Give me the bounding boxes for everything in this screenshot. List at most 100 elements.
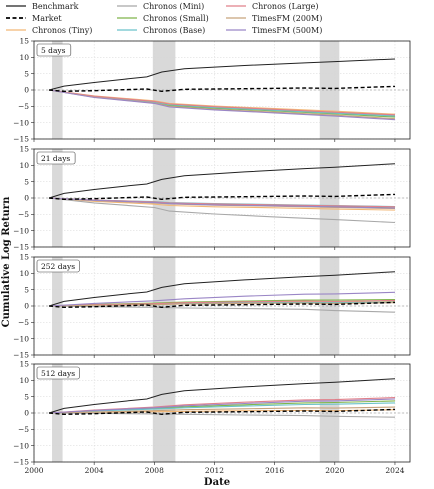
series-line-chronos-mini — [48, 197, 396, 224]
series-line-benchmark — [48, 378, 396, 414]
panel-label-box: 512 days — [36, 366, 80, 380]
series-line-market — [48, 193, 396, 201]
x-tick-label: 2004 — [85, 466, 104, 475]
y-tick-label: −15 — [13, 351, 29, 360]
y-tick-label: −5 — [18, 102, 29, 111]
y-axis-title: Cumulative Log Return — [1, 196, 12, 327]
panel-frame — [33, 148, 411, 248]
y-tick-label: 15 — [19, 253, 29, 262]
panel-252-days: 15 10 5 0 −5 −10 −15 252 days — [13, 253, 411, 360]
panel-label-frame — [36, 366, 80, 380]
panel-label: 21 days — [41, 154, 70, 163]
panel-frame — [33, 363, 411, 463]
series-line-chronos-tiny — [48, 197, 396, 211]
panel-label: 252 days — [41, 262, 75, 271]
legend-entry-benchmark: Benchmark — [6, 2, 79, 11]
series-line-timesfm-500m — [48, 398, 396, 414]
y-tick-label: −10 — [13, 334, 29, 343]
legend-entry-chronos-small: Chronos (Small) — [117, 14, 209, 23]
panel-label-frame — [36, 43, 72, 57]
panel-frame — [33, 256, 411, 356]
series-line-chronos-base — [48, 402, 396, 414]
x-axis: 2000 2004 2008 2012 2016 2020 2024 — [24, 466, 404, 475]
y-tick-label: 10 — [19, 376, 29, 385]
legend-label-chronos-tiny: Chronos (Tiny) — [32, 26, 92, 35]
legend-label-timesfm-200m: TimesFM (200M) — [252, 14, 322, 23]
y-tick-label: 10 — [19, 53, 29, 62]
x-tick-label: 2024 — [385, 466, 404, 475]
panel-label: 512 days — [41, 369, 75, 378]
panel-label-frame — [36, 259, 80, 273]
legend-entry-chronos-tiny: Chronos (Tiny) — [6, 26, 92, 35]
legend-label-chronos-mini: Chronos (Mini) — [143, 2, 204, 11]
y-tick-label: 15 — [19, 37, 29, 46]
shaded-period-3 — [319, 257, 340, 355]
x-tick-label: 2012 — [205, 466, 224, 475]
y-tick-label: −15 — [13, 458, 29, 467]
y-tick-label: 0 — [24, 194, 29, 203]
series-line-timesfm-200m — [48, 406, 396, 414]
legend-label-market: Market — [32, 14, 62, 23]
series-line-market — [48, 408, 396, 416]
shaded-period-3 — [319, 149, 340, 247]
shaded-period-1 — [52, 41, 63, 139]
series-line-chronos-large — [48, 299, 396, 307]
legend-entry-chronos-mini: Chronos (Mini) — [117, 2, 204, 11]
series-line-timesfm-200m — [48, 302, 396, 307]
y-tick-label: 0 — [24, 86, 29, 95]
legend-entry-chronos-base: Chronos (Base) — [117, 26, 205, 35]
panel-label-box: 5 days — [36, 43, 72, 57]
x-axis-title: Date — [204, 477, 230, 488]
y-tick-label: −10 — [13, 441, 29, 450]
series-line-chronos-large — [48, 89, 396, 116]
y-tick-label: −15 — [13, 135, 29, 144]
panel-512-days: 15 10 5 0 −5 −10 −15 512 days — [13, 360, 411, 467]
series-line-benchmark — [48, 58, 396, 91]
series-line-benchmark — [48, 163, 396, 199]
y-tick-label: 10 — [19, 161, 29, 170]
x-tick-label: 2016 — [265, 466, 284, 475]
y-tick-label: 5 — [24, 177, 29, 186]
panel-label: 5 days — [41, 46, 66, 55]
y-tick-label: 15 — [19, 360, 29, 369]
legend-label-chronos-base: Chronos (Base) — [143, 26, 205, 35]
x-tick-label: 2008 — [145, 466, 164, 475]
series-line-benchmark — [48, 271, 396, 307]
legend-entry-market: Market — [6, 14, 62, 23]
series-line-timesfm-500m — [48, 197, 396, 209]
series-line-chronos-mini — [48, 305, 396, 313]
y-tick-label: 0 — [24, 409, 29, 418]
series-line-timesfm-500m — [48, 89, 396, 121]
series-line-chronos-mini — [48, 412, 396, 418]
y-tick-label: −5 — [18, 425, 29, 434]
y-tick-label: −5 — [18, 210, 29, 219]
y-tick-label: 5 — [24, 392, 29, 401]
y-tick-label: 5 — [24, 285, 29, 294]
shaded-period-3 — [319, 364, 340, 462]
y-tick-label: 5 — [24, 69, 29, 78]
series-line-timesfm-500m — [48, 291, 396, 307]
panel-frame — [33, 40, 411, 140]
y-tick-label: 15 — [19, 145, 29, 154]
y-tick-label: −10 — [13, 226, 29, 235]
series-line-market — [48, 85, 396, 93]
x-tick-label: 2000 — [24, 466, 43, 475]
legend-entry-timesfm-200m: TimesFM (200M) — [226, 14, 322, 23]
legend-entry-timesfm-500m: TimesFM (500M) — [226, 26, 322, 35]
panel-label-box: 21 days — [36, 151, 76, 165]
legend-label-chronos-small: Chronos (Small) — [143, 14, 209, 23]
y-tick-label: 10 — [19, 269, 29, 278]
y-tick-label: −10 — [13, 118, 29, 127]
panel-label-frame — [36, 151, 76, 165]
chart-panels: 15 10 5 0 −5 −10 −15 5 days 15 10 5 0 −5 −10 −15 21 day… — [13, 37, 411, 467]
panel-21-days: 15 10 5 0 −5 −10 −15 21 days — [13, 145, 411, 252]
y-tick-label: 0 — [24, 302, 29, 311]
legend-label-benchmark: Benchmark — [32, 2, 79, 11]
panel-5-days: 15 10 5 0 −5 −10 −15 5 days — [13, 37, 411, 144]
y-tick-label: −15 — [13, 243, 29, 252]
legend: Benchmark Market Chronos (Tiny) Chronos (Mi… — [6, 2, 322, 35]
series-line-market — [48, 301, 396, 309]
legend-label-chronos-large: Chronos (Large) — [252, 2, 319, 11]
y-tick-label: −5 — [18, 318, 29, 327]
